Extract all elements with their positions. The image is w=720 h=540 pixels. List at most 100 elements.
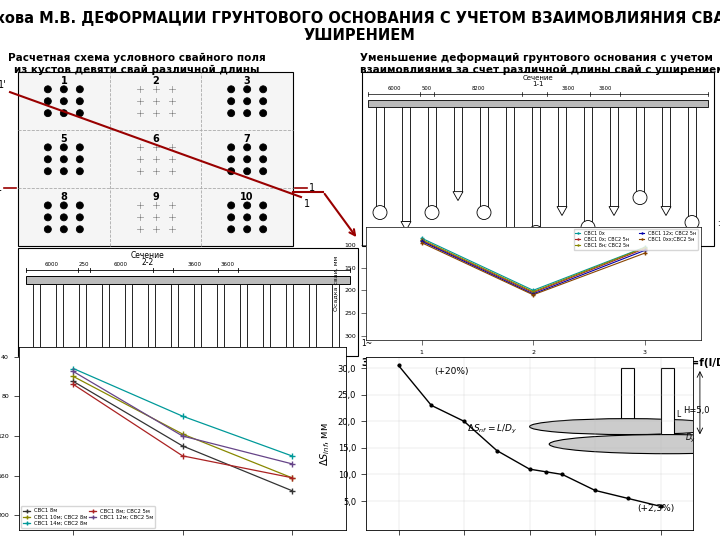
Polygon shape [285,369,293,377]
Line: СВС1 12м; СВС2 5м: СВС1 12м; СВС2 5м [71,369,294,467]
Text: 3600: 3600 [562,86,575,91]
Circle shape [243,86,251,93]
СВС1 14м; СВС2 8м [69,365,78,372]
Polygon shape [216,362,224,370]
Circle shape [60,226,68,233]
Bar [368,100,708,107]
Y-axis label: $\Delta S_{inf}$, мм: $\Delta S_{inf}$, мм [318,422,332,466]
Text: Зависимость влияния на осадку сваи соотношения ΔS=f(l/Dy): Зависимость влияния на осадку сваи соотн… [362,358,720,368]
СВС1 12м; СВС2 5м [69,368,78,375]
СВС1 10м; СВС2 8м [69,373,78,380]
Text: 3600: 3600 [598,86,612,91]
Text: Глухова М.В. ДЕФОРМАЦИИ ГРУНТОВОГО ОСНОВАНИЯ С УЧЕТОМ ВЗАИМОВЛИЯНИЯ СВАЙ С
УШИРЕ: Глухова М.В. ДЕФОРМАЦИИ ГРУНТОВОГО ОСНОВ… [0,8,720,43]
Circle shape [76,110,84,117]
Circle shape [306,361,318,373]
Polygon shape [661,207,671,215]
Bar [102,284,109,354]
Legend: СВС1 8м, СВС1 10м; СВС2 8м, СВС1 14м; СВС2 8м, СВС1 8м; СВС2 5м, СВС1 12м; СВС2 : СВС1 8м, СВС1 10м; СВС2 8м, СВС1 14м; СВ… [22,507,156,528]
Line: СВС1 0х: СВС1 0х [420,236,647,292]
Circle shape [60,168,68,175]
Text: Сечение: Сечение [130,251,164,260]
Bar [33,284,40,362]
Bar [56,284,63,369]
СВС1 8н; СВС2 5н [529,288,538,295]
Text: 3: 3 [244,76,251,86]
Circle shape [60,202,68,209]
Polygon shape [609,207,619,215]
Circle shape [45,86,51,93]
Text: 1-1: 1-1 [532,81,544,87]
Text: 1~: 1~ [361,340,372,348]
Bar [532,107,540,226]
Circle shape [45,98,51,105]
Polygon shape [78,362,86,370]
Circle shape [260,144,266,151]
Bar [621,368,634,421]
Polygon shape [505,237,515,245]
Polygon shape [453,192,463,200]
Circle shape [60,98,68,105]
Polygon shape [401,221,411,231]
Circle shape [243,144,251,151]
Circle shape [260,202,266,209]
Circle shape [60,86,68,93]
Polygon shape [193,369,201,377]
СВС1 12х; СВС2 5н [418,238,426,245]
Polygon shape [55,369,63,377]
Bar [376,107,384,207]
Circle shape [76,98,84,105]
Bar [217,284,224,362]
Bar [171,284,178,379]
Text: 7: 7 [244,134,251,144]
Text: H=5,0: H=5,0 [683,406,710,415]
Circle shape [45,110,51,117]
Text: 6000: 6000 [45,262,59,267]
Bar [332,284,339,354]
Text: 9: 9 [152,192,159,202]
Text: 10: 10 [240,192,254,202]
Circle shape [168,378,180,390]
Circle shape [45,144,51,151]
Circle shape [45,214,51,221]
Circle shape [228,202,235,209]
Circle shape [228,98,235,105]
Bar [194,284,201,369]
Line: СВС1 10м; СВС2 8м: СВС1 10м; СВС2 8м [71,374,294,481]
Line: СВС1 0х; СВС2 5н: СВС1 0х; СВС2 5н [420,238,647,295]
Circle shape [76,144,84,151]
Text: 3600: 3600 [221,262,235,267]
Circle shape [477,206,491,219]
Circle shape [243,202,251,209]
Text: Уменьшение деформаций грунтового основания с учетом
взаимовлияния за счет различ: Уменьшение деформаций грунтового основан… [360,53,720,75]
Legend: СВС1 0х, СВС1 0х; СВС2 5н, СВС1 8н; СВС2 5н, СВС1 12х; СВС2 5н, СВС1 0хх;СВС2 5н: СВС1 0х, СВС1 0х; СВС2 5н, СВС1 8н; СВС2… [574,230,698,249]
Text: L: L [677,410,680,418]
Text: 6000: 6000 [114,262,128,267]
Text: 2: 2 [152,76,159,86]
Bar [506,107,514,237]
Polygon shape [124,362,132,370]
Circle shape [228,86,235,93]
Circle shape [45,202,51,209]
Text: (+20%): (+20%) [435,367,469,376]
Circle shape [60,110,68,117]
СВС1 0х; СВС2 5н [641,245,649,252]
Text: 1': 1' [0,80,7,90]
Circle shape [228,168,235,175]
СВС1 8м; СВС2 5м [287,475,296,481]
Circle shape [30,361,42,373]
Circle shape [45,156,51,163]
Circle shape [260,214,266,221]
СВС1 12х; СВС2 5н [641,247,649,254]
СВС1 8м [69,378,78,384]
Circle shape [76,168,84,175]
Circle shape [76,226,84,233]
Circle shape [373,206,387,219]
СВС1 0х [418,235,426,241]
Bar [558,107,566,207]
Circle shape [243,156,251,163]
Circle shape [76,202,84,209]
Polygon shape [262,362,270,370]
СВС1 8н; СВС2 5н [641,245,649,251]
Circle shape [60,156,68,163]
Bar [309,284,316,362]
